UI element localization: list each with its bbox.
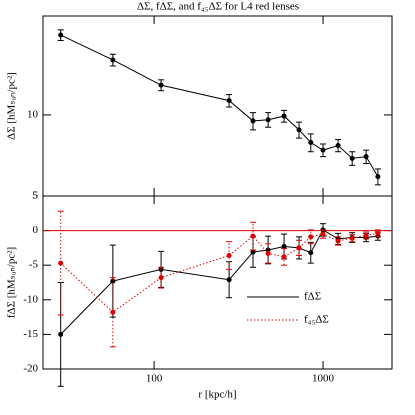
y-axis-label: ΔΣ [hMₛᵤₙ/pc²] <box>6 72 18 140</box>
data-point <box>250 249 256 255</box>
data-point <box>265 117 271 123</box>
data-point <box>250 118 256 124</box>
data-point <box>281 113 287 119</box>
series-line <box>60 34 379 177</box>
series-line <box>60 229 378 335</box>
data-point <box>349 235 355 241</box>
data-point <box>226 98 232 104</box>
data-point <box>375 174 381 180</box>
data-point <box>320 231 326 237</box>
y-tick-label: -20 <box>23 363 38 375</box>
data-point <box>335 142 341 148</box>
data-point <box>226 253 232 259</box>
data-point <box>265 250 271 256</box>
y-tick-label: 0 <box>33 224 39 236</box>
plot-frame <box>42 15 393 197</box>
data-point <box>158 275 164 281</box>
x-axis-label: r [kpc/h] <box>198 389 236 401</box>
data-point <box>335 238 341 244</box>
data-point <box>110 57 116 63</box>
data-point <box>296 245 302 251</box>
legend-label: fΔΣ <box>304 291 321 303</box>
x-tick-label: 100 <box>146 373 163 385</box>
data-point <box>363 154 369 160</box>
data-point <box>375 230 381 236</box>
data-point <box>281 244 287 250</box>
data-point <box>158 82 164 88</box>
legend-label: f₄₅ΔΣ <box>304 314 329 326</box>
chart-title: ΔΣ, fΔΣ, and f₄₅ΔΣ for L4 red lenses <box>137 1 299 13</box>
data-point <box>296 127 302 133</box>
data-point <box>58 32 64 38</box>
y-axis-label: fΔΣ [hMₛᵤₙ/pc²] <box>6 247 18 318</box>
y-tick-label: -5 <box>29 259 39 271</box>
data-point <box>320 147 326 153</box>
data-point <box>58 260 64 266</box>
data-point <box>226 277 232 283</box>
data-point <box>281 254 287 260</box>
data-point <box>110 309 116 315</box>
data-point <box>363 232 369 238</box>
data-point <box>110 278 116 284</box>
y-tick-label: 5 <box>33 190 39 202</box>
x-tick-label: 1000 <box>312 373 335 385</box>
y-tick-label: 5 <box>33 190 39 202</box>
y-tick-label: -10 <box>23 293 38 305</box>
y-tick-label: -15 <box>23 328 38 340</box>
y-tick-label: 10 <box>27 108 39 120</box>
data-point <box>250 233 256 239</box>
plot-frame <box>42 195 393 370</box>
data-point <box>349 155 355 161</box>
series-line <box>60 232 378 313</box>
data-point <box>308 234 314 240</box>
data-point <box>308 140 314 146</box>
data-point <box>265 247 271 253</box>
data-point <box>58 331 64 337</box>
data-point <box>308 250 314 256</box>
